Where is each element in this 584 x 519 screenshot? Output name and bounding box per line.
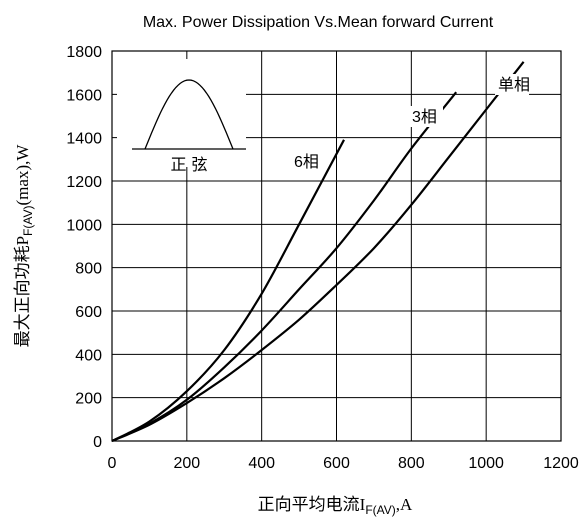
half-sine-waveform <box>144 79 234 150</box>
y-tick-label: 400 <box>75 347 102 364</box>
series-line-0 <box>111 139 345 442</box>
inset-box <box>117 59 246 167</box>
y-tick-label: 600 <box>75 304 102 321</box>
y-tick-label: 0 <box>93 434 102 451</box>
series-label-1: 3相 <box>412 108 437 126</box>
series-line-2 <box>111 61 525 443</box>
y-tick-label: 800 <box>75 261 102 278</box>
y-axis-label: 最大正向功耗PF(AV)(max),W <box>13 144 35 348</box>
series-label-bg <box>409 106 443 127</box>
y-tick-label: 1800 <box>66 44 102 61</box>
y-tick-label: 1600 <box>66 87 102 104</box>
y-tick-label: 200 <box>75 391 102 408</box>
sine-inset: 正 弦 <box>117 59 246 174</box>
tick-labels: 0 200 400 600 800 1000 1200 0 200 400 600 800 1000 12… <box>66 44 578 472</box>
series-label-bg <box>495 74 529 95</box>
x-tick-label: 800 <box>398 455 425 472</box>
x-tick-label: 0 <box>108 455 117 472</box>
x-tick-label: 1200 <box>543 455 579 472</box>
x-axis-label: 正向平均电流IF(AV),A <box>258 495 413 517</box>
y-tick-label: 1000 <box>66 217 102 234</box>
series-lines: 6相 3相 单相 <box>111 61 530 443</box>
series-line-1 <box>111 91 458 442</box>
x-tick-label: 400 <box>248 455 275 472</box>
y-tick-label: 1400 <box>66 131 102 148</box>
x-tick-label: 200 <box>173 455 200 472</box>
x-tick-label: 1000 <box>468 455 504 472</box>
inset-label: 正 弦 <box>170 155 207 174</box>
series-label-2: 单相 <box>498 76 530 94</box>
plot-frame <box>111 50 562 442</box>
x-tick-label: 600 <box>323 455 350 472</box>
chart-title: Max. Power Dissipation Vs.Mean forward C… <box>143 14 494 31</box>
y-tick-label: 1200 <box>66 174 102 191</box>
series-label-0: 6相 <box>294 153 319 171</box>
series-label-bg <box>291 151 325 172</box>
